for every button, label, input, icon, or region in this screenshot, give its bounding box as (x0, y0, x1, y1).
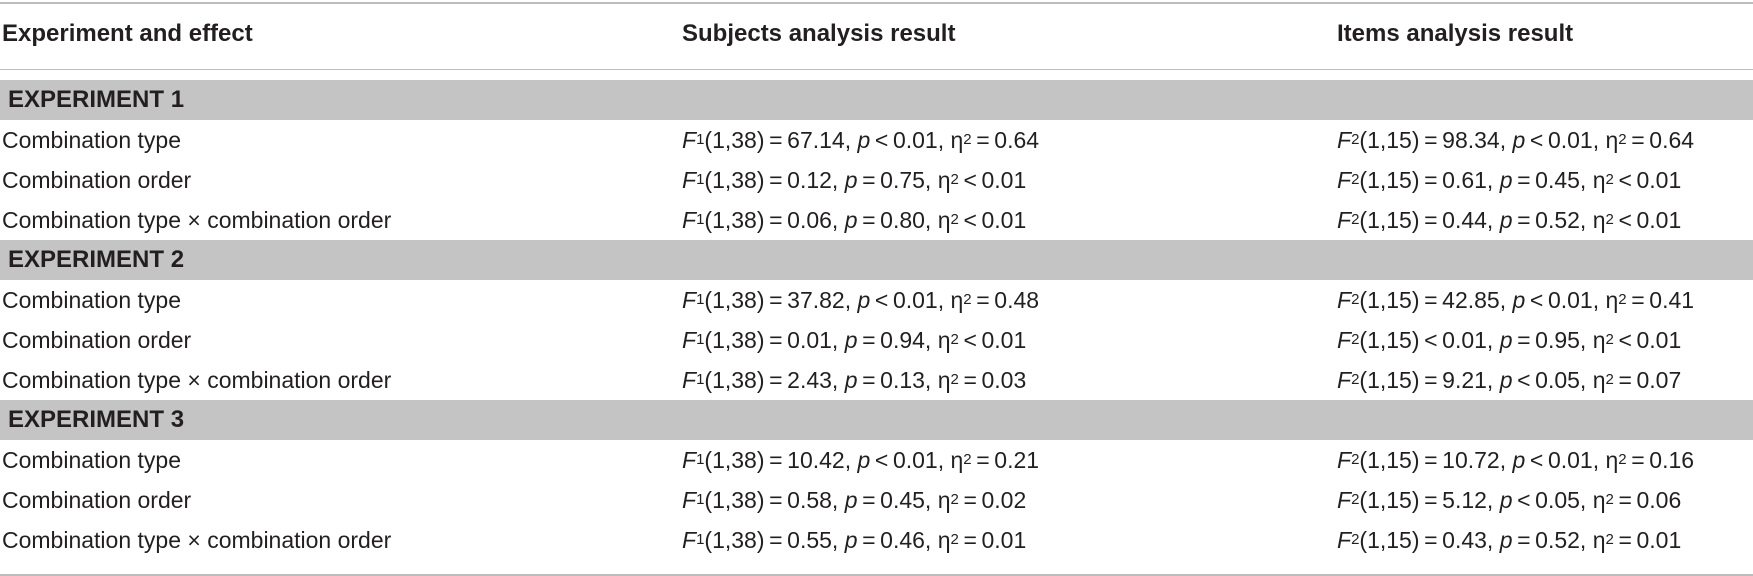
table-row: Combination order F 1 (1,38) = 0.58, p = 0.… (0, 480, 1753, 520)
effect-label: Combination type × combination order (2, 206, 392, 233)
table-top-rule (0, 2, 1753, 4)
table-row: Combination type F 1 (1,38) = 10.42, p < 0.… (0, 440, 1753, 480)
header-experiment-effect: Experiment and effect (2, 20, 253, 47)
table-row: Combination type F 1 (1,38) = 67.14, p < 0.… (0, 120, 1753, 160)
table-bottom-rule (0, 574, 1753, 576)
table-row: Combination order F 1 (1,38) = 0.12, p = 0.… (0, 160, 1753, 200)
effect-label: Combination order (2, 486, 192, 513)
header-subjects-analysis: Subjects analysis result (682, 20, 956, 47)
section-row: EXPERIMENT 2 (0, 240, 1753, 280)
effect-label: Combination type (2, 286, 181, 313)
header-items-analysis: Items analysis result (1337, 20, 1574, 47)
section-row: EXPERIMENT 1 (0, 80, 1753, 120)
effect-label: Combination type (2, 126, 181, 153)
table-row: Combination type × combination order F 1 (1… (0, 200, 1753, 240)
section-row: EXPERIMENT 3 (0, 400, 1753, 440)
section-title: EXPERIMENT 1 (8, 86, 185, 113)
table-row: Combination order F 1 (1,38) = 0.01, p = 0.… (0, 320, 1753, 360)
table-row: Combination type × combination order F 1 (1… (0, 520, 1753, 560)
effect-label: Combination order (2, 326, 192, 353)
effect-label: Combination type (2, 446, 181, 473)
section-title: EXPERIMENT 2 (8, 246, 185, 273)
table-row: Combination type × combination order F 1 (1… (0, 360, 1753, 400)
effect-label: Combination type × combination order (2, 526, 392, 553)
table-header-row: Experiment and effect Subjects analysis … (0, 12, 1753, 56)
table-header-rule (0, 69, 1753, 70)
section-title: EXPERIMENT 3 (8, 406, 185, 433)
effect-label: Combination order (2, 166, 192, 193)
table-row: Combination type F 1 (1,38) = 37.82, p < 0.… (0, 280, 1753, 320)
effect-label: Combination type × combination order (2, 366, 392, 393)
